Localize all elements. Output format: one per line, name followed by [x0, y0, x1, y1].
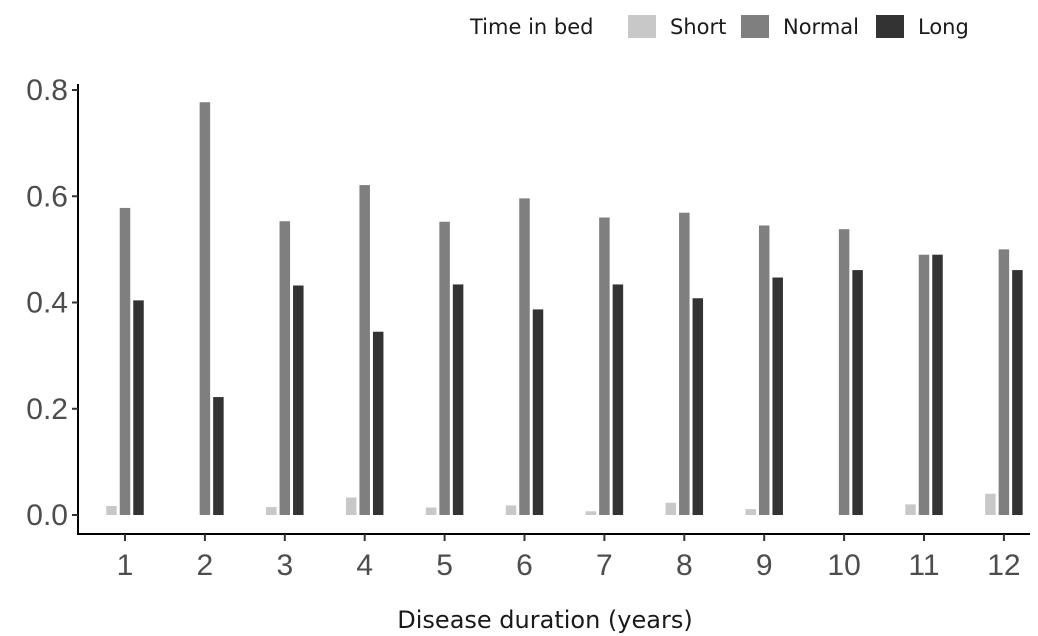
x-tick-label: 6 — [516, 549, 533, 582]
legend-key-long — [876, 15, 904, 38]
bar-short-6 — [505, 505, 517, 515]
x-tick-label: 11 — [908, 549, 939, 582]
x-tick-label: 8 — [676, 549, 693, 582]
legend-key-normal — [741, 15, 769, 38]
bar-short-12 — [985, 493, 996, 515]
x-tick-label: 12 — [987, 549, 1020, 582]
x-tick-label: 1 — [117, 549, 134, 582]
x-tick-label: 2 — [197, 549, 214, 582]
bar-normal-3 — [279, 221, 291, 515]
x-tick-label: 7 — [596, 549, 613, 582]
y-axis: 0.0 0.2 0.4 0.6 0.8 — [26, 74, 79, 534]
bar-short-1 — [106, 505, 117, 515]
bar-normal-12 — [998, 249, 1010, 516]
bar-long-2 — [213, 397, 224, 515]
bar-short-7 — [585, 511, 597, 515]
bar-long-12 — [1012, 270, 1023, 515]
y-tick-label: 0.4 — [26, 287, 68, 320]
legend-title: Time in bed — [469, 15, 593, 39]
bar-long-6 — [532, 309, 544, 515]
bar-long-9 — [772, 277, 783, 515]
legend-label-long: Long — [918, 15, 969, 39]
bar-long-3 — [293, 285, 304, 515]
bar-normal-7 — [599, 217, 610, 515]
x-tick-label: 10 — [827, 549, 860, 582]
bar-short-8 — [665, 502, 677, 515]
y-tick-label: 0.2 — [26, 393, 68, 426]
legend: Time in bed Short Normal Long — [469, 15, 969, 39]
bar-normal-2 — [199, 102, 211, 515]
legend-label-short: Short — [670, 15, 726, 39]
x-tick-label: 3 — [276, 549, 293, 582]
y-tick-label: 0.0 — [26, 499, 68, 532]
bar-normal-10 — [838, 229, 850, 515]
bar-long-4 — [372, 331, 384, 515]
bar-long-8 — [692, 298, 704, 515]
x-tick-label: 9 — [756, 549, 773, 582]
bar-normal-9 — [758, 225, 770, 515]
legend-label-normal: Normal — [783, 15, 859, 39]
bar-normal-4 — [359, 185, 370, 515]
bar-normal-1 — [119, 207, 131, 515]
x-axis: 1 2 3 4 5 6 7 8 9 10 11 12 — [77, 533, 1030, 582]
x-tick-label: 5 — [436, 549, 453, 582]
bar-short-11 — [905, 504, 916, 516]
bar-normal-11 — [918, 254, 930, 515]
x-axis-title: Disease duration (years) — [397, 606, 692, 634]
bar-short-3 — [266, 507, 277, 515]
bar-short-5 — [425, 507, 437, 515]
plot-area — [106, 102, 1023, 516]
y-tick-label: 0.8 — [26, 74, 68, 107]
bar-long-10 — [852, 270, 863, 515]
bar-normal-8 — [679, 212, 690, 515]
x-tick-label: 4 — [356, 549, 373, 582]
bar-normal-6 — [519, 198, 530, 515]
bar-long-5 — [452, 284, 464, 515]
bar-long-1 — [133, 300, 144, 516]
bar-short-4 — [345, 497, 357, 515]
bar-short-9 — [745, 509, 756, 515]
legend-key-short — [628, 15, 656, 38]
bar-normal-5 — [439, 221, 450, 515]
y-tick-label: 0.6 — [26, 180, 68, 213]
bar-long-7 — [612, 284, 624, 515]
bar-long-11 — [932, 254, 943, 515]
